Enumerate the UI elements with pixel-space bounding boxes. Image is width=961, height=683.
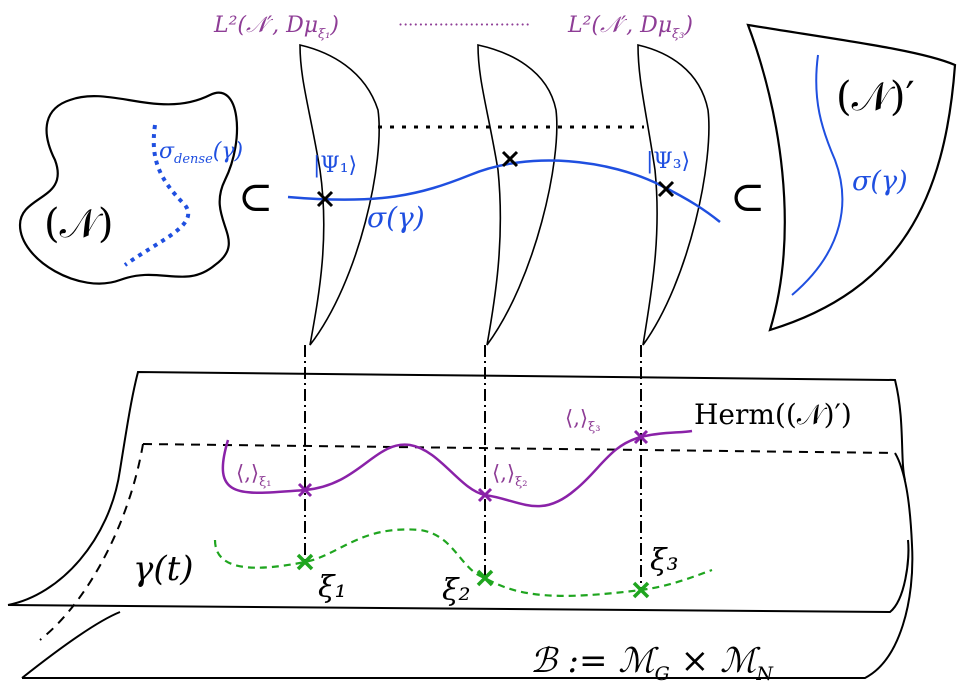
nuclear-space-blob (18, 91, 239, 285)
xi3-label: ξ₃ (650, 543, 679, 578)
hilbert-label-left: L²(𝒩′, Dμξ₁) (213, 13, 339, 42)
xi2-cross-mark (476, 569, 494, 587)
hilbert-dots: ·························· (398, 15, 530, 34)
psi3-cross-mark (657, 180, 675, 198)
psi1-label: |Ψ₁⟩ (313, 153, 357, 178)
xi1-label: ξ₁ (318, 570, 347, 605)
nuclear-space-label: (𝒩) (44, 201, 114, 247)
dual-space-shape (746, 23, 957, 332)
hilbert-fiber-1 (299, 43, 380, 346)
dual-space-label: (𝒩)′ (836, 74, 915, 120)
xi3-cross-mark (632, 581, 650, 599)
psi2-cross-mark (501, 150, 519, 168)
ip2-label: ⟨,⟩ξ₂ (492, 461, 527, 490)
herm-sheet-outline (7, 370, 906, 606)
ip1-label: ⟨,⟩ξ₁ (236, 461, 271, 490)
ip2-cross-mark (477, 487, 493, 503)
dual-section-label: σ(γ) (852, 166, 908, 197)
dense-section-label: σdense(γ) (159, 139, 243, 167)
hilbert-fiber-2 (477, 44, 558, 346)
base-manifold-outline (21, 452, 914, 679)
subset-symbol-left: ⊂ (238, 172, 273, 221)
base-manifold-dashed-edge (39, 443, 144, 641)
section-label: σ(γ) (367, 201, 425, 234)
dense-section-curve (123, 124, 191, 267)
subset-symbol-right: ⊂ (730, 172, 765, 221)
xi2-label: ξ₂ (442, 573, 471, 608)
hilbert-label-right: L²(𝒩′, Dμξ₃) (567, 13, 693, 42)
herm-sheet-bottom (7, 539, 910, 614)
ip1-cross-mark (297, 482, 313, 498)
base-manifold-label: ℬ := ℳG × ℳN (530, 641, 774, 683)
ip3-label: ⟨,⟩ξ₃ (565, 406, 600, 435)
psi1-cross-mark (316, 190, 334, 208)
dual-section-curve (791, 54, 844, 296)
ip3-cross-mark (633, 429, 649, 445)
section-curve (287, 159, 721, 223)
xi1-cross-mark (296, 553, 314, 571)
gamma-label: γ(t) (133, 549, 194, 589)
herm-label: Herm((𝒩)′) (694, 398, 852, 431)
base-manifold-dashed-top (142, 443, 896, 454)
inner-product-curve (221, 429, 693, 508)
psi3-label: |Ψ₃⟩ (646, 149, 690, 174)
